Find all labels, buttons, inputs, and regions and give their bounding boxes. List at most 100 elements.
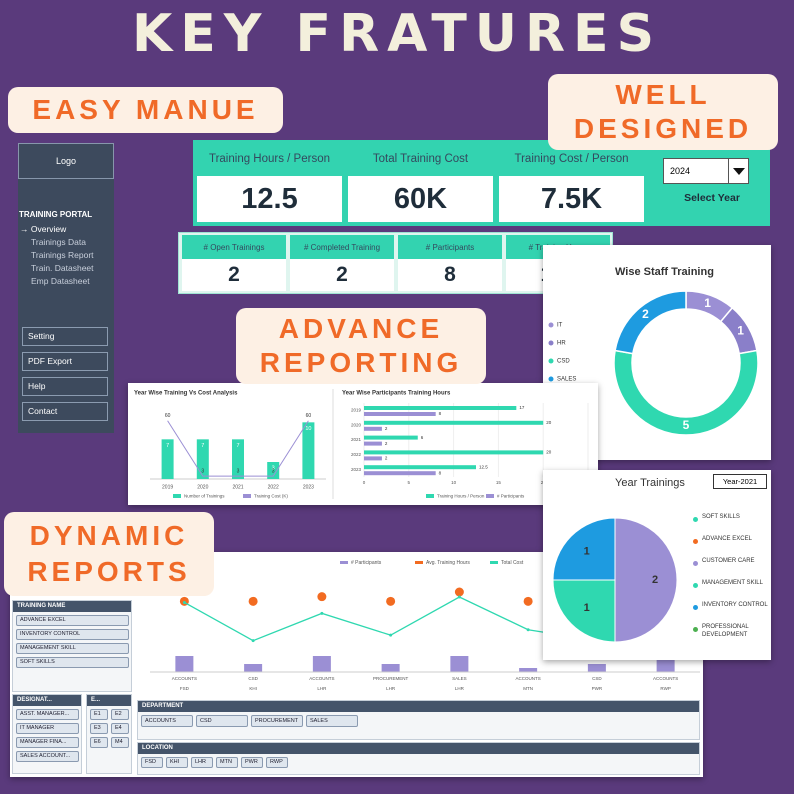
page-title: KEY FRATURES — [131, 4, 663, 64]
x-group-label: MTN — [523, 686, 533, 691]
slicer-item[interactable]: SALES — [306, 715, 358, 727]
slicer-item[interactable]: KHI — [166, 757, 188, 768]
legend-swatch — [340, 561, 348, 564]
slicer-item[interactable]: IT MANAGER — [16, 723, 79, 734]
sidebar-button[interactable]: PDF Export — [22, 352, 108, 371]
feature-badge: WELL DESIGNED — [548, 74, 778, 150]
slicer-item[interactable]: CSD — [196, 715, 248, 727]
slicer-item[interactable]: MANAGEMENT SKILL — [16, 643, 129, 654]
y-tick-label: 2020 — [351, 422, 362, 427]
slicer: E... E1 E2 E3 E4 E6 M4 — [86, 694, 132, 774]
legend-label: # Participants — [497, 494, 525, 499]
data-label: 1 — [584, 602, 590, 614]
legend-label: Training Cost (K) — [254, 494, 288, 499]
slicer-item[interactable]: RWP — [266, 757, 288, 768]
legend-label: Number of Trainings — [184, 494, 225, 499]
data-label: 2 — [385, 426, 388, 431]
data-label: 1 — [704, 296, 711, 310]
slicer-title: TRAINING NAME — [13, 601, 131, 612]
legend-label: MANAGEMENT SKILL — [702, 580, 763, 586]
nav-link[interactable]: Train. Datasheet — [31, 263, 94, 273]
slicer-item[interactable]: ADVANCE EXCEL — [16, 615, 129, 626]
nav-link[interactable]: Trainings Report — [31, 250, 94, 260]
bar — [232, 439, 244, 479]
nav-link[interactable]: Trainings Data — [31, 237, 86, 247]
kpi-small-value: 8 — [398, 259, 502, 291]
slicer-item[interactable]: ASST. MANAGER... — [16, 709, 79, 720]
feature-badge: EASY MANUE — [8, 87, 283, 133]
line-point — [320, 611, 324, 615]
line-point — [389, 633, 393, 637]
donut-slice — [614, 290, 687, 355]
slicer-item[interactable]: ACCOUNTS — [141, 715, 193, 727]
dashboard-panel: # Participants Avg. Training Hours Total C… — [10, 552, 703, 777]
y-tick-label: 2021 — [351, 437, 362, 442]
legend-dot — [693, 627, 698, 632]
bar — [175, 656, 194, 672]
y-tick-label: 2022 — [351, 452, 362, 457]
bar — [364, 456, 382, 461]
slicer-item[interactable]: LHR — [191, 757, 213, 768]
legend-swatch — [173, 494, 181, 498]
dot — [317, 592, 327, 602]
slicer-item[interactable]: E1 — [90, 709, 108, 720]
x-tick-label: SALES — [452, 676, 467, 681]
data-label: 2 — [652, 574, 658, 586]
slicer-item[interactable]: FSD — [141, 757, 163, 768]
x-tick-label: 2020 — [197, 484, 208, 490]
data-label: 2 — [642, 307, 649, 321]
slicer-item[interactable]: INVENTORY CONTROL — [16, 629, 129, 640]
kpi-small-card: # Completed Training 2 — [290, 235, 394, 291]
sidebar-button[interactable]: Help — [22, 377, 108, 396]
data-label: 17 — [519, 405, 525, 410]
x-tick-label: 15 — [496, 480, 502, 485]
slicer-item[interactable]: MTN — [216, 757, 238, 768]
x-group-label: RWP — [660, 686, 670, 691]
slicer-item[interactable]: E4 — [111, 723, 129, 734]
x-tick-label: ACCOUNTS — [309, 676, 334, 681]
sidebar-button[interactable]: Contact — [22, 402, 108, 421]
slicer-item[interactable]: PROCUREMENT — [251, 715, 303, 727]
kpi-value: 7.5K — [499, 176, 644, 222]
donut-slice — [613, 349, 759, 436]
legend-swatch — [486, 494, 494, 498]
legend-dot — [548, 322, 554, 328]
slicer-item[interactable]: E3 — [90, 723, 108, 734]
kpi-small-value: 2 — [290, 259, 394, 291]
kpi-label: Total Training Cost — [372, 153, 469, 165]
chart-title: Year Wise Training Vs Cost Analysis — [134, 391, 238, 397]
legend-label: INVENTORY CONTROL — [702, 602, 768, 608]
slicer-item[interactable]: PWR — [241, 757, 263, 768]
legend-dot — [693, 561, 698, 566]
y-tick-label: 2019 — [351, 408, 362, 413]
slicer-item[interactable]: MANAGER FINA... — [16, 737, 79, 748]
bar — [364, 406, 517, 410]
x-group-label: PWR — [592, 686, 603, 691]
legend-label: CSD — [557, 359, 570, 365]
kpi-value: 60K — [348, 176, 493, 222]
nav-link[interactable]: → Overview — [20, 224, 67, 234]
x-tick-label: ACCOUNTS — [653, 676, 678, 681]
chart-svg: Wise Staff Training IT HR CSD SALES 1 1 5 2 — [548, 266, 759, 436]
data-label: 20 — [546, 450, 552, 455]
data-label: 3 — [201, 468, 204, 474]
dot — [386, 596, 396, 606]
nav-link[interactable]: Emp Datasheet — [31, 276, 90, 286]
sidebar-button[interactable]: Setting — [22, 327, 108, 346]
x-tick-label: CSD — [248, 676, 258, 681]
data-label: 7 — [201, 443, 204, 449]
data-label: 12.5 — [479, 464, 488, 469]
x-tick-label: 2023 — [303, 484, 314, 490]
legend-label: ADVANCE EXCEL — [702, 536, 752, 542]
slicer-item[interactable]: M4 — [111, 737, 129, 748]
x-group-label: LHR — [386, 686, 396, 691]
pie-slice — [552, 579, 616, 643]
slicer-item[interactable]: E2 — [111, 709, 129, 720]
dropdown-button[interactable] — [728, 159, 748, 183]
data-label: 60 — [306, 413, 312, 419]
slicer-item[interactable]: SOFT SKILLS — [16, 657, 129, 668]
chart-title: Year Wise Participants Training Hours — [342, 391, 451, 397]
slicer-item[interactable]: E6 — [90, 737, 108, 748]
slicer-item[interactable]: SALES ACCOUNT... — [16, 751, 79, 762]
filter-button[interactable]: Year-2021 — [713, 474, 767, 489]
